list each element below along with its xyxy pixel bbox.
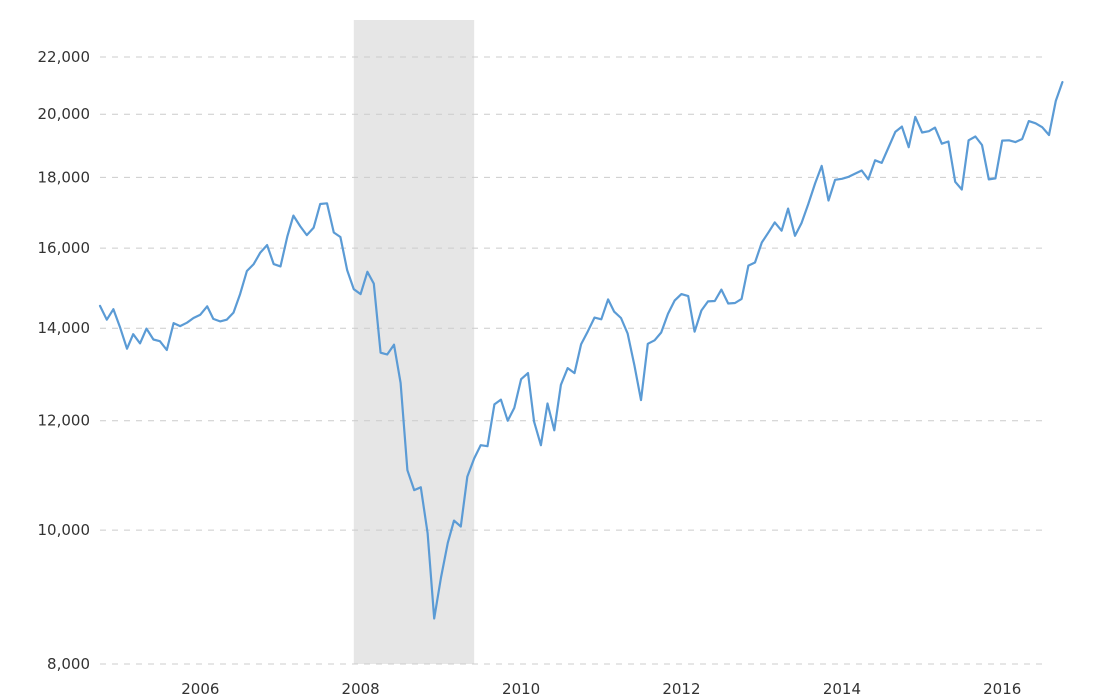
- x-tick-label-2016: 2016: [983, 680, 1021, 698]
- x-tick-label-2012: 2012: [662, 680, 700, 698]
- y-tick-label-8000: 8,000: [47, 655, 90, 673]
- y-tick-label-14000: 14,000: [38, 319, 91, 337]
- y-tick-label-16000: 16,000: [38, 239, 91, 257]
- x-axis-tick-labels: 2006 2008 2010 2012 2014 2016: [181, 680, 1021, 698]
- x-tick-label-2008: 2008: [342, 680, 380, 698]
- y-axis-tick-labels: 8,000 10,000 12,000 14,000 16,000 18,000 20,00…: [38, 48, 91, 673]
- series-line-0: [98, 81, 1064, 620]
- y-tick-label-10000: 10,000: [38, 521, 91, 539]
- y-tick-label-12000: 12,000: [38, 412, 91, 430]
- y-tick-label-20000: 20,000: [38, 105, 91, 123]
- x-tick-label-2014: 2014: [823, 680, 861, 698]
- recession-band-0: [353, 20, 475, 664]
- x-tick-label-2010: 2010: [502, 680, 540, 698]
- y-gridlines: [100, 56, 1046, 665]
- recession-shading: [353, 20, 475, 664]
- y-tick-label-22000: 22,000: [38, 48, 91, 66]
- x-tick-label-2006: 2006: [181, 680, 219, 698]
- data-series: [98, 81, 1064, 620]
- y-tick-label-18000: 18,000: [38, 168, 91, 186]
